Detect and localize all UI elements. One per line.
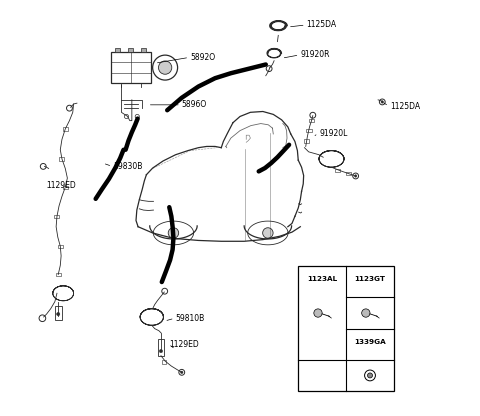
Bar [162,360,167,364]
Bar [304,139,310,143]
Circle shape [368,373,372,378]
Text: 91920R: 91920R [300,50,330,59]
Text: 1125DA: 1125DA [390,102,420,111]
Text: 1129ED: 1129ED [47,181,76,190]
Bar [335,169,340,172]
Circle shape [57,312,60,316]
Bar [54,215,60,218]
Bar [63,127,68,131]
Bar [346,172,351,175]
Bar [309,119,314,122]
Bar [115,48,120,52]
Text: 59810B: 59810B [176,314,205,323]
Circle shape [168,228,179,238]
Bar [306,129,312,132]
Circle shape [381,101,384,103]
Bar [60,157,64,161]
Text: 5892O: 5892O [190,53,215,62]
Bar [56,273,60,276]
Circle shape [263,228,273,238]
Text: 1339GA: 1339GA [354,339,386,345]
Text: 5896O: 5896O [182,100,207,109]
Text: 91920L: 91920L [319,129,348,138]
Text: 59830B: 59830B [113,162,143,171]
Circle shape [314,309,322,317]
Bar [58,245,63,248]
Text: 1123AL: 1123AL [307,276,337,282]
Bar [111,52,151,83]
Circle shape [158,61,172,74]
Text: 1129ED: 1129ED [169,339,199,349]
Circle shape [361,309,370,317]
Bar [157,339,164,356]
Bar [63,186,68,189]
Bar [55,306,61,320]
Circle shape [159,349,163,353]
Text: 1123GT: 1123GT [355,276,385,282]
Bar [142,48,146,52]
Circle shape [180,371,183,374]
Text: 1125DA: 1125DA [307,20,336,30]
Circle shape [354,175,357,177]
Bar [298,266,394,391]
Bar [128,48,133,52]
